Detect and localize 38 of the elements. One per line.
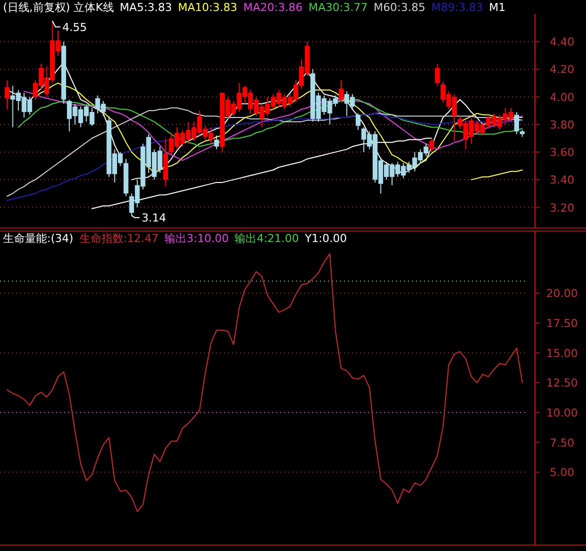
text: MA20:3.86 (243, 1, 302, 14)
y-tick-label: 4.40 (550, 36, 574, 49)
text: MA30:3.77 (308, 1, 368, 14)
text: M60:3.85 (374, 1, 426, 14)
candlestick (429, 138, 434, 153)
y-tick-label: 3.40 (550, 174, 574, 187)
y-tick-label: 4.00 (550, 90, 574, 104)
y-tick-label: 15.00 (546, 346, 578, 360)
line-series (470, 170, 523, 180)
y-tick-label: 3.60 (550, 146, 574, 160)
y-tick-label: 3.80 (550, 118, 574, 132)
y-tick-label: 4.20 (550, 63, 574, 76)
text: MA5:3.83 (120, 1, 172, 14)
line-series (6, 253, 523, 512)
candlestick (4, 80, 10, 110)
text: M1 (489, 1, 506, 14)
y-tick-label: 17.50 (546, 316, 578, 330)
text: 生命指数:12.47 (79, 232, 158, 245)
candlestick (338, 80, 344, 103)
ref-line-label: 输出3:10.00 (164, 232, 229, 245)
y-tick-label: 12.50 (546, 376, 578, 390)
candlestick (214, 134, 219, 150)
chart-title: (日线,前复权) 立体K线 (3, 1, 114, 14)
chart-title: 生命量能:(34) (3, 232, 74, 245)
annotation: 3.14 (142, 212, 166, 225)
y-tick-label: 20.00 (546, 287, 578, 300)
ref-line-label: 输出4:21.00 (234, 232, 299, 245)
y-tick-label: 5.00 (550, 466, 574, 480)
candlestick (356, 112, 360, 130)
candlestick (434, 63, 440, 86)
text: MA10:3.83 (178, 1, 238, 14)
y-tick-label: 10.00 (546, 406, 578, 420)
candlestick (514, 112, 519, 135)
annotation: 4.55 (62, 20, 87, 34)
annotation: Y1:0.00 (304, 232, 347, 245)
text: M89:3.83 (431, 1, 484, 14)
y-tick-label: 3.20 (550, 201, 574, 214)
y-tick-label: 7.50 (550, 436, 574, 450)
